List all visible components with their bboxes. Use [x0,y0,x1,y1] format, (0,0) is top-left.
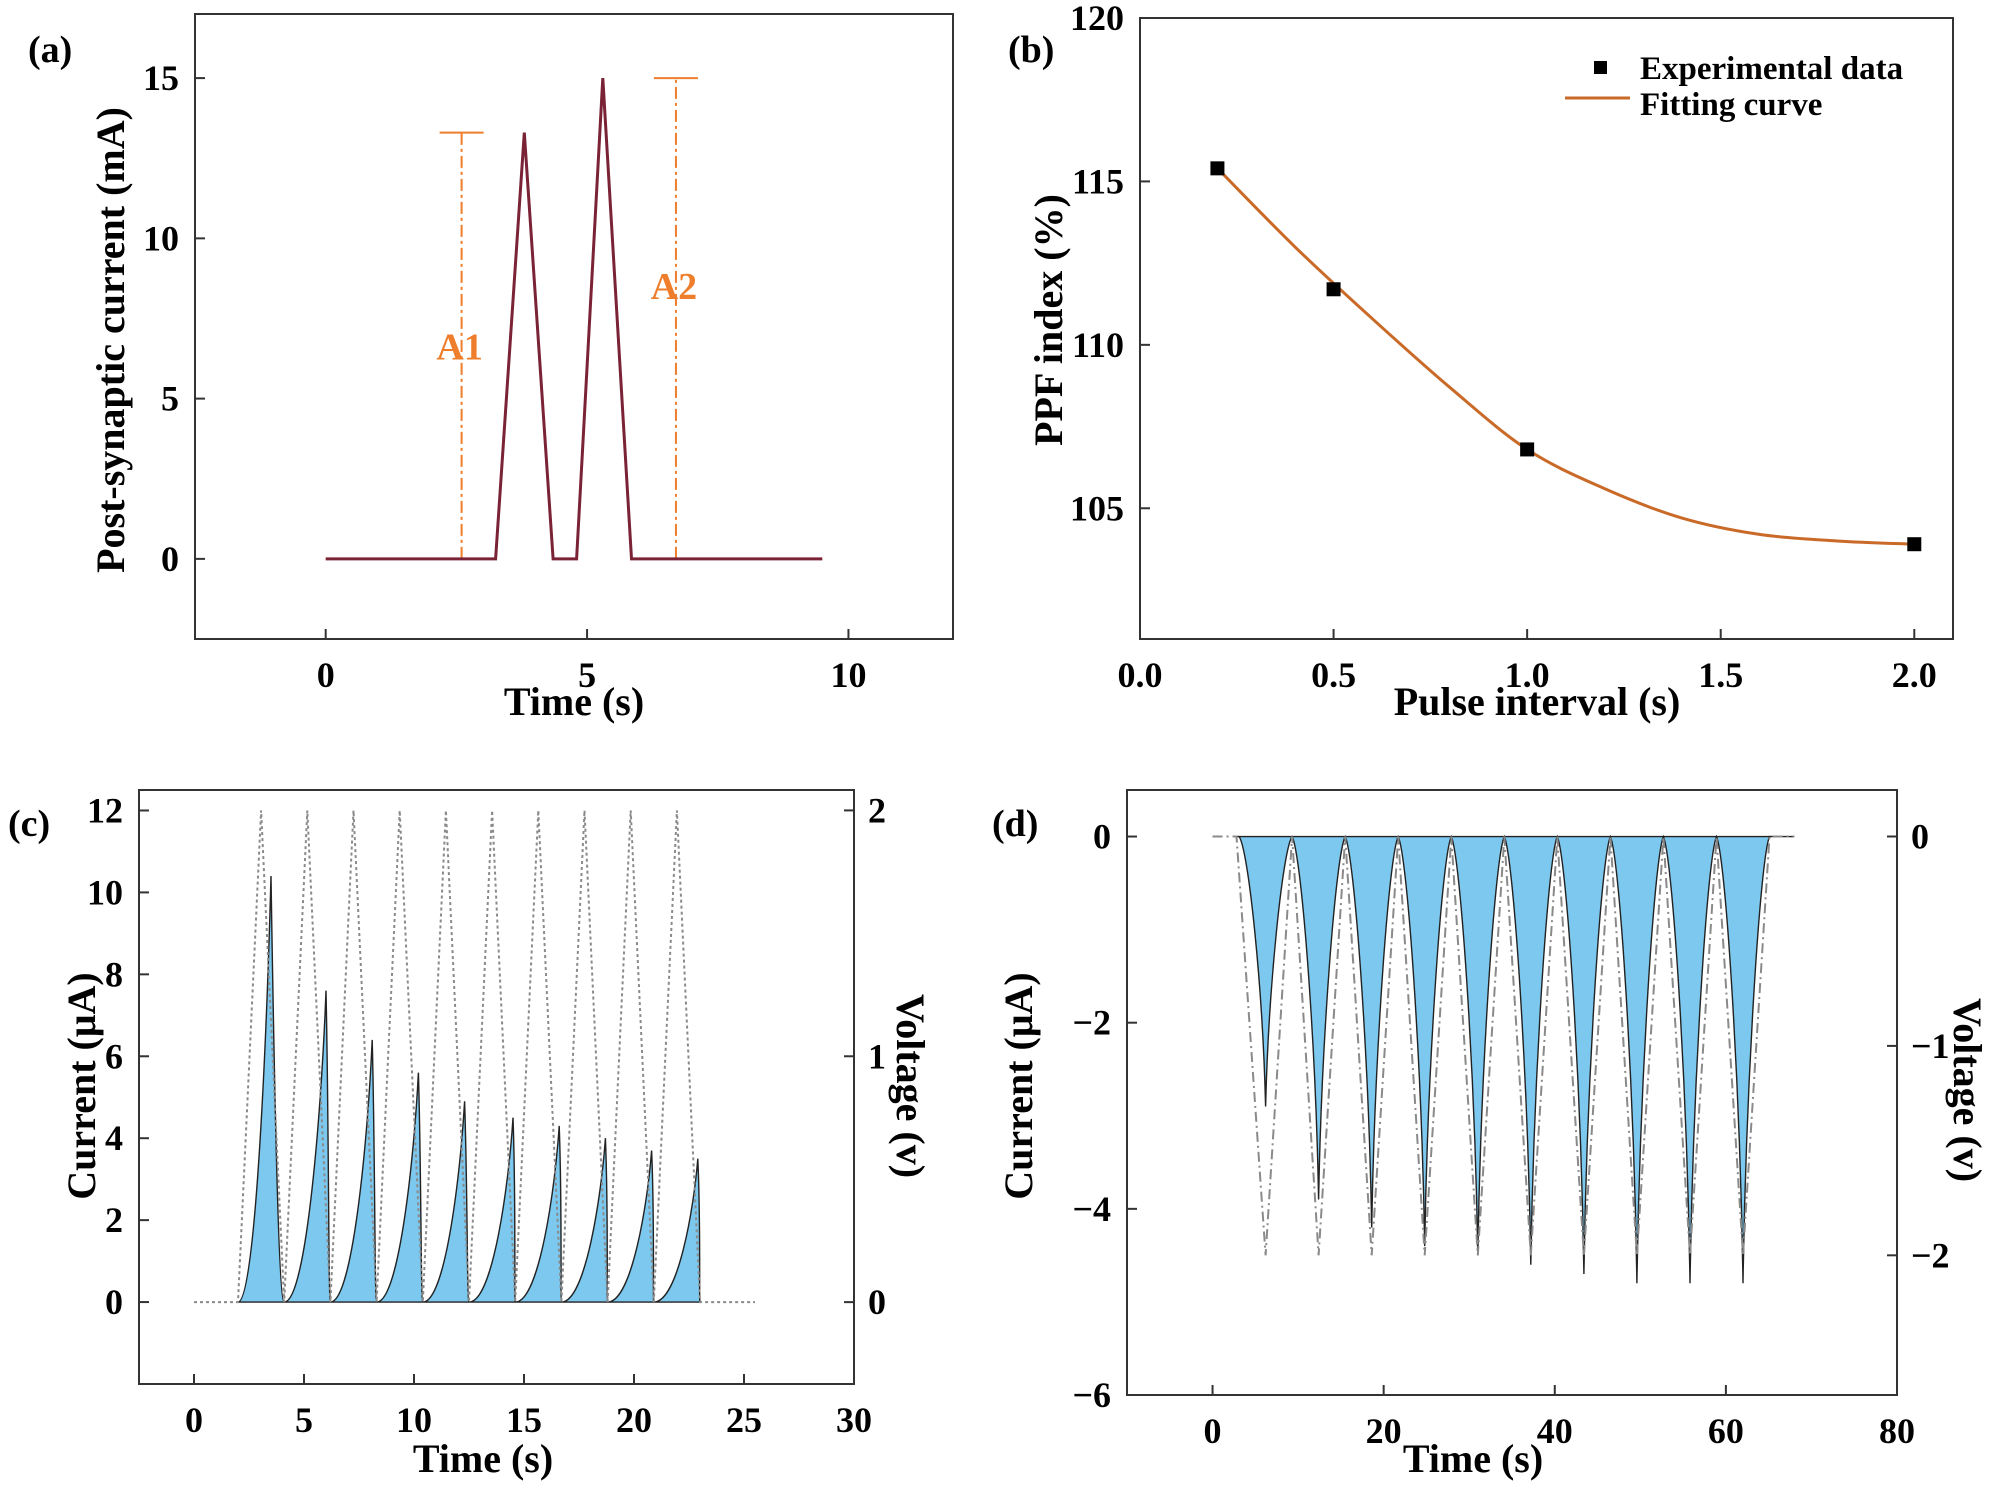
b-ytick-label: 115 [1072,161,1124,201]
b-ytick-label: 105 [1070,488,1124,528]
voltage-line-d [1212,835,1795,1256]
panel-a: (a) 0 5 10 0 5 10 15 A1 A2 Time (s) Post-synapt… [28,13,954,724]
ticks-a: 0 5 10 0 5 10 15 [143,58,866,695]
d-ytick-label: 0 [1093,817,1111,857]
voltage-line-c [194,810,756,1304]
d-ytick-right-label: 0 [1911,816,1929,856]
plot-frame-c [138,789,855,1385]
b-xtick-label: 0.0 [1118,655,1163,695]
b-xtick-label: 1.0 [1505,655,1550,695]
b-ytick-label: 120 [1070,0,1124,38]
panel-d: (d) 0 20 40 60 80 −6 −4 −2 0 −2 −1 0 Time (s) Curre… [992,789,1990,1481]
d-ytick-label: −2 [1072,1003,1111,1043]
plot-frame-a [194,13,954,640]
c-ytick-right-label: 0 [868,1282,886,1322]
experimental-points-b [1210,161,1922,552]
b-ytick-label: 110 [1072,325,1124,365]
d-ytick-label: −6 [1072,1375,1111,1415]
annotation-label-a2: A2 [651,266,697,308]
c-xtick-label: 5 [295,1400,313,1440]
plot-frame-d [1126,789,1898,1396]
d-xtick-label: 60 [1708,1411,1744,1451]
c-ytick-label: 0 [105,1282,123,1322]
panel-label-c: (c) [8,803,50,845]
y-axis-label-c: Current (μA) [59,972,104,1199]
c-xtick-label: 10 [396,1400,432,1440]
x-axis-label-b: Pulse interval (s) [1394,679,1681,724]
d-xtick-label: 20 [1366,1411,1402,1451]
c-xtick-label: 20 [616,1400,652,1440]
current-line-a [325,78,823,561]
d-ytick-right-label: −1 [1911,1026,1950,1066]
d-xtick-label: 0 [1204,1411,1222,1451]
y-axis-right-label-d: Voltage (v) [1945,998,1990,1182]
c-ytick-label: 10 [87,872,123,912]
annotation-label-a1: A1 [436,327,482,369]
a-ytick-label: 10 [143,218,179,258]
legend-label-fitting: Fitting curve [1640,87,1822,123]
c-xtick-label: 15 [506,1400,542,1440]
b-xtick-label: 2.0 [1892,655,1937,695]
x-axis-label-c: Time (s) [413,1436,553,1481]
legend-label-experimental: Experimental data [1640,51,1903,87]
experimental-point [1210,161,1225,176]
d-xtick-label: 40 [1537,1411,1573,1451]
c-ytick-label: 2 [105,1200,123,1240]
y-axis-right-label-c: Voltage (v) [888,994,933,1178]
panel-b: (b) 0.0 0.5 1.0 1.5 2.0 105 110 115 120 Experime… [1008,0,1954,724]
c-ytick-right-label: 1 [868,1036,886,1076]
ticks-d: 0 20 40 60 80 −6 −4 −2 0 −2 −1 0 [1072,816,1949,1451]
legend-b: Experimental data Fitting curve [1565,51,1903,123]
panel-label-a: (a) [28,29,72,71]
c-ytick-label: 4 [105,1118,123,1158]
b-xtick-label: 1.5 [1698,655,1743,695]
c-ytick-label: 6 [105,1036,123,1076]
legend-marker-experimental [1594,61,1607,74]
d-ytick-label: −4 [1072,1189,1111,1229]
c-xtick-label: 30 [836,1400,872,1440]
panel-label-d: (d) [992,803,1038,845]
a-ytick-label: 5 [161,379,179,419]
ticks-b: 0.0 0.5 1.0 1.5 2.0 105 110 115 120 [1070,0,1937,695]
experimental-point [1520,442,1535,457]
c-ytick-label: 12 [87,790,123,830]
current-area-c [237,875,701,1303]
annotations-a: A1 A2 [436,77,698,560]
experimental-point [1326,282,1341,297]
c-xtick-label: 0 [185,1400,203,1440]
panel-label-b: (b) [1008,29,1054,71]
x-axis-label-a: Time (s) [504,679,644,724]
d-ytick-right-label: −2 [1911,1235,1950,1275]
a-xtick-label: 10 [830,655,866,695]
a-ytick-label: 15 [143,58,179,98]
b-xtick-label: 0.5 [1311,655,1356,695]
y-axis-label-b: PPF index (%) [1026,194,1071,446]
fitting-curve-b [1216,167,1915,546]
c-ytick-right-label: 2 [868,790,886,830]
plot-frame-b [1139,17,1954,640]
x-axis-label-d: Time (s) [1403,1436,1543,1481]
c-xtick-label: 25 [726,1400,762,1440]
y-axis-label-d: Current (μA) [996,972,1041,1199]
c-ytick-label: 8 [105,954,123,994]
a-xtick-label: 0 [317,655,335,695]
experimental-point [1907,537,1922,552]
a-ytick-label: 0 [161,539,179,579]
d-xtick-label: 80 [1879,1411,1915,1451]
a-xtick-label: 5 [578,655,596,695]
y-axis-label-a: Post-synaptic current (mA) [88,107,133,573]
